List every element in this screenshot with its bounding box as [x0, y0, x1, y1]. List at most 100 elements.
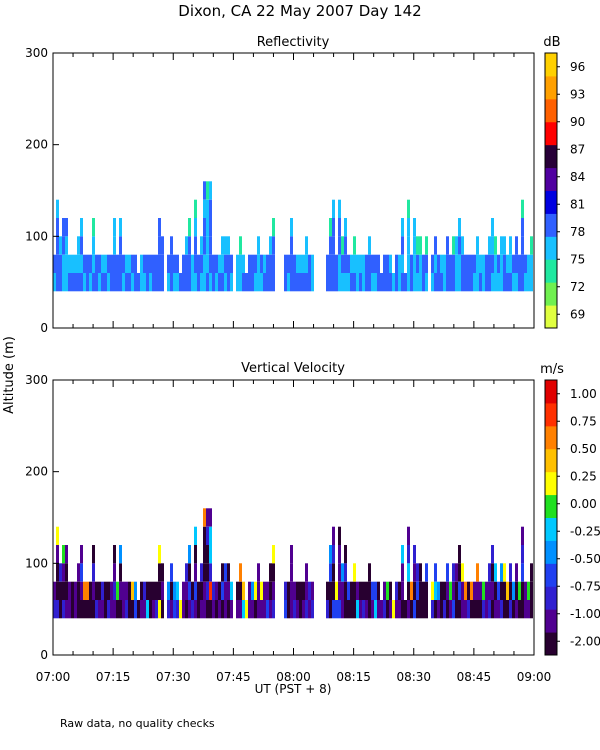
- y-tick-label: 200: [25, 465, 48, 479]
- echo-cell: [515, 563, 518, 582]
- echo-cell: [356, 273, 359, 292]
- reflectivity-panel-title: Reflectivity: [257, 35, 330, 50]
- echo-cell: [449, 254, 452, 273]
- echo-cell: [203, 545, 206, 564]
- echo-cell: [353, 563, 356, 582]
- echo-cell: [143, 254, 146, 273]
- colorbar-tick-label: 75: [570, 252, 585, 266]
- vertical-velocity-colorbar: 1.00 0.75 0.50 0.25 0.00 -0.25 -0.50 -0.75 -1.00…: [544, 379, 600, 656]
- echo-cell: [482, 581, 485, 600]
- echo-cell: [356, 254, 359, 273]
- echo-cell: [158, 581, 161, 600]
- echo-cell: [203, 218, 206, 237]
- echo-cell: [257, 581, 260, 600]
- echo-cell: [185, 563, 188, 582]
- echo-cell: [521, 199, 524, 218]
- echo-cell: [254, 581, 257, 600]
- echo-cell: [71, 600, 74, 619]
- echo-cell: [158, 218, 161, 237]
- echo-cell: [290, 563, 293, 582]
- echo-cell: [467, 581, 470, 600]
- echo-cell: [425, 563, 428, 582]
- x-tick-label: 07:00: [36, 670, 71, 684]
- echo-cell: [446, 273, 449, 292]
- echo-cell: [308, 273, 311, 292]
- echo-cell: [377, 273, 380, 292]
- y-tick-label: 100: [25, 556, 48, 570]
- echo-cell: [65, 600, 68, 619]
- echo-cell: [458, 563, 461, 582]
- echo-cell: [458, 236, 461, 255]
- x-tick-label: 08:45: [457, 670, 492, 684]
- echo-cell: [527, 600, 530, 619]
- echo-cell: [170, 254, 173, 273]
- echo-cell: [257, 236, 260, 255]
- echo-cell: [71, 273, 74, 292]
- echo-cell: [446, 581, 449, 600]
- echo-cell: [206, 508, 209, 527]
- echo-cell: [206, 581, 209, 600]
- echo-cell: [506, 581, 509, 600]
- echo-cell: [308, 581, 311, 600]
- echo-cell: [308, 254, 311, 273]
- echo-cell: [383, 600, 386, 619]
- echo-cell: [80, 236, 83, 255]
- echo-cell: [65, 254, 68, 273]
- echo-cell: [209, 545, 212, 564]
- colorbar-swatch: [545, 425, 557, 450]
- echo-cell: [347, 273, 350, 292]
- echo-cell: [431, 600, 434, 619]
- echo-cell: [239, 273, 242, 292]
- echo-cell: [473, 273, 476, 292]
- echo-cell: [149, 600, 152, 619]
- echo-cell: [266, 581, 269, 600]
- colorbar-tick-label: 87: [570, 142, 585, 156]
- echo-cell: [269, 236, 272, 255]
- echo-cell: [272, 600, 275, 619]
- echo-cell: [302, 254, 305, 273]
- colorbar-swatch: [545, 121, 557, 146]
- echo-cell: [173, 273, 176, 292]
- echo-cell: [305, 236, 308, 255]
- echo-cell: [263, 273, 266, 292]
- echo-cell: [152, 581, 155, 600]
- echo-cell: [422, 273, 425, 292]
- echo-cell: [146, 254, 149, 273]
- echo-cell: [236, 600, 239, 619]
- echo-cell: [464, 600, 467, 619]
- echo-cell: [77, 600, 80, 619]
- echo-cell: [71, 254, 74, 273]
- echo-cell: [386, 254, 389, 273]
- echo-cell: [254, 273, 257, 292]
- echo-cell: [341, 563, 344, 582]
- echo-cell: [455, 600, 458, 619]
- echo-cell: [389, 600, 392, 619]
- echo-cell: [302, 581, 305, 600]
- echo-cell: [413, 600, 416, 619]
- echo-cell: [188, 236, 191, 255]
- echo-cell: [263, 600, 266, 619]
- echo-cell: [86, 273, 89, 292]
- y-axis-label: Altitude (m): [2, 336, 17, 414]
- x-tick-label: 08:00: [276, 670, 311, 684]
- echo-cell: [395, 254, 398, 273]
- echo-cell: [206, 254, 209, 273]
- echo-cell: [182, 273, 185, 292]
- echo-cell: [224, 600, 227, 619]
- echo-cell: [215, 273, 218, 292]
- echo-cell: [122, 600, 125, 619]
- echo-cell: [161, 273, 164, 292]
- echo-cell: [296, 600, 299, 619]
- echo-cell: [521, 273, 524, 292]
- colorbar-tick-label: 0.00: [570, 497, 597, 511]
- colorbar-swatch: [545, 190, 557, 214]
- echo-cell: [248, 600, 251, 619]
- x-axis-label: UT (PST + 8): [255, 682, 332, 696]
- echo-cell: [290, 273, 293, 292]
- colorbar-frame: [544, 379, 558, 656]
- echo-cell: [449, 600, 452, 619]
- echo-cell: [203, 273, 206, 292]
- echo-cell: [140, 600, 143, 619]
- echo-cell: [293, 600, 296, 619]
- echo-cell: [455, 273, 458, 292]
